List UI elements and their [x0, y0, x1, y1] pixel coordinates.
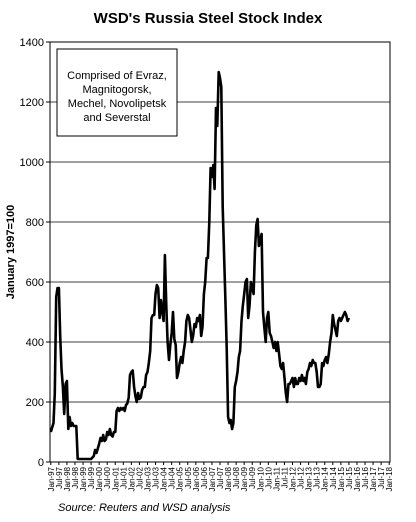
y-tick-label: 1400 [20, 37, 44, 49]
x-tick-label: Jan-12 [289, 466, 298, 491]
x-tick-label: Jan-16 [353, 466, 362, 491]
source-note: Source: Reuters and WSD analysis [58, 502, 231, 514]
x-tick-label: Jul-16 [361, 466, 370, 488]
x-axis-ticks: Jan-97 Jul-97 Jan-98 Jul-98 Jan-99 Jul-99 Jan-… [47, 462, 394, 491]
x-tick-label: Jan-13 [305, 466, 314, 491]
annotation-line-3: Mechel, Novolipetsk [68, 98, 167, 110]
x-tick-label: Jul-17 [377, 466, 386, 488]
x-tick-label: Jan-18 [385, 466, 394, 491]
x-tick-label: Jul-13 [313, 466, 322, 488]
x-tick-label: Jul-02 [135, 466, 144, 488]
x-tick-label: Jul-08 [232, 466, 241, 488]
x-tick-label: Jul-10 [264, 466, 273, 488]
x-tick-label: Jul-01 [119, 466, 128, 488]
x-tick-label: Jan-14 [321, 466, 330, 491]
y-tick-label: 0 [38, 457, 44, 469]
x-tick-label: Jul-11 [280, 466, 289, 488]
x-tick-label: Jan-05 [176, 466, 185, 491]
x-tick-label: Jul-07 [216, 466, 225, 488]
x-tick-label: Jan-15 [337, 466, 346, 491]
x-tick-label: Jul-97 [55, 466, 64, 488]
y-axis-label: January 1997=100 [5, 205, 17, 300]
y-tick-label: 1200 [20, 97, 44, 109]
x-tick-label: Jan-02 [127, 466, 136, 491]
x-tick-label: Jul-15 [345, 466, 354, 488]
x-tick-label: Jan-01 [111, 466, 120, 491]
x-tick-label: Jan-17 [369, 466, 378, 491]
y-tick-label: 200 [26, 397, 44, 409]
x-tick-label: Jan-11 [272, 466, 281, 490]
annotation-line-4: and Severstal [83, 112, 150, 124]
x-tick-label: Jul-99 [87, 466, 96, 488]
x-tick-label: Jan-10 [256, 466, 265, 491]
gridlines [50, 101, 390, 403]
y-tick-label: 800 [26, 217, 44, 229]
x-tick-label: Jul-09 [248, 466, 257, 488]
y-tick-label: 400 [26, 337, 44, 349]
x-tick-label: Jul-03 [152, 466, 161, 488]
x-tick-label: Jan-03 [143, 466, 152, 491]
x-tick-label: Jan-98 [63, 466, 72, 491]
annotation-line-2: Magnitogorsk, [82, 84, 151, 96]
x-tick-label: Jan-08 [224, 466, 233, 491]
x-tick-label: Jul-05 [184, 466, 193, 488]
chart-title: WSD's Russia Steel Stock Index [93, 10, 323, 27]
x-tick-label: Jan-04 [160, 466, 169, 491]
y-tick-label: 1000 [20, 157, 44, 169]
x-tick-label: Jul-00 [103, 466, 112, 488]
x-tick-label: Jan-00 [95, 466, 104, 491]
series-line [49, 70, 351, 461]
x-tick-label: Jan-09 [240, 466, 249, 491]
y-tick-label: 600 [26, 277, 44, 289]
x-tick-label: Jul-06 [200, 466, 209, 488]
x-tick-label: Jul-98 [71, 466, 80, 488]
x-tick-label: Jan-99 [79, 466, 88, 491]
x-tick-label: Jul-04 [168, 466, 177, 488]
x-tick-label: Jan-06 [192, 466, 201, 491]
annotation-line-1: Comprised of Evraz, [67, 70, 167, 82]
x-tick-label: Jul-12 [297, 466, 306, 488]
x-tick-label: Jul-14 [329, 466, 338, 488]
x-tick-label: Jan-07 [208, 466, 217, 491]
annotation-box: Comprised of Evraz, Magnitogorsk, Mechel… [56, 48, 178, 137]
y-axis-ticks: 0 200 400 600 800 1000 1200 1400 [20, 37, 50, 469]
x-tick-label: Jan-97 [47, 466, 56, 491]
